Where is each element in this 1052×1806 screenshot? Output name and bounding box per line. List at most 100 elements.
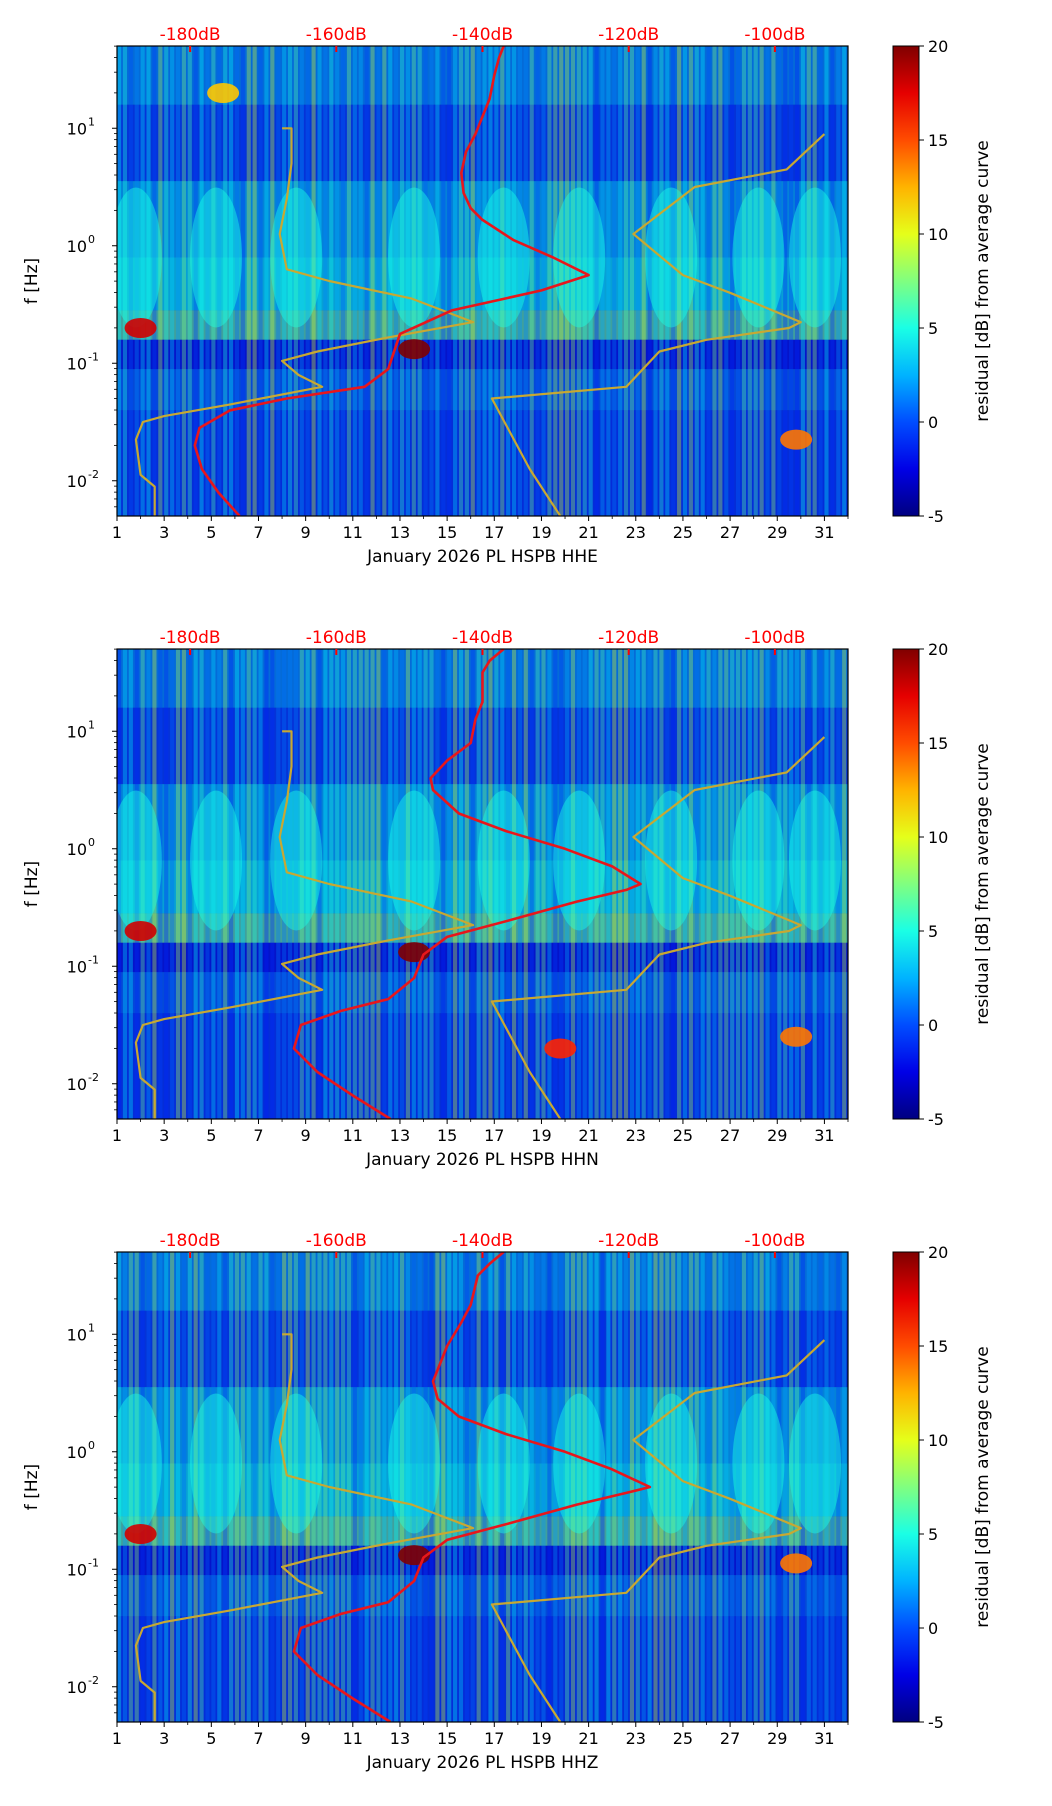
- spectrogram-streak: [570, 649, 576, 1119]
- spectrogram-streak: [240, 1252, 245, 1722]
- spectrogram-streak: [671, 649, 676, 1119]
- spectrogram-streak: [158, 1252, 163, 1722]
- spectrogram-streak: [193, 649, 198, 1119]
- spectrogram-streak: [777, 649, 782, 1119]
- spectrogram-plume: [388, 187, 441, 328]
- plot-area: [117, 46, 848, 516]
- y-tick-label: 10: [67, 472, 87, 491]
- spectrogram-streak: [806, 1252, 811, 1722]
- spectrogram-streak: [753, 46, 758, 516]
- spectrogram-streak: [229, 649, 234, 1119]
- spectrogram-streak: [541, 1252, 546, 1722]
- spectrogram-streak: [405, 649, 410, 1119]
- spectrogram-streak: [411, 46, 416, 516]
- x-tick-label: 19: [531, 523, 551, 542]
- spectrogram-streak: [641, 46, 646, 516]
- top-db-label: -160dB: [306, 628, 367, 648]
- x-axis-label: January 2026 PL HSPB HHZ: [366, 1753, 599, 1773]
- spectrogram-streak: [405, 1252, 410, 1722]
- spectrogram-streak: [429, 1252, 434, 1722]
- spectrogram-streak: [541, 649, 546, 1119]
- spectrogram-streak: [677, 46, 682, 516]
- spectrogram-streak: [394, 1252, 399, 1722]
- spectrogram-streak: [258, 649, 263, 1119]
- spectrogram-plume: [190, 790, 243, 931]
- spectrogram-streak: [388, 1252, 393, 1722]
- spectrogram-streak: [653, 649, 658, 1119]
- spectrogram-streak: [576, 46, 581, 516]
- spectrogram-streak: [464, 1252, 469, 1722]
- x-tick-label: 5: [206, 1729, 216, 1748]
- y-axis-label: f [Hz]: [22, 1464, 42, 1510]
- spectrogram-streak: [364, 46, 369, 516]
- spectrogram-streak: [276, 1252, 281, 1722]
- spectrogram-streak: [759, 649, 764, 1119]
- spectrogram-plume: [553, 187, 606, 328]
- y-axis-label: f [Hz]: [22, 258, 42, 304]
- y-tick-exponent: 1: [88, 718, 95, 731]
- spectrogram-streak: [724, 1252, 729, 1722]
- spectrogram-streak: [812, 649, 817, 1119]
- spectrogram-streak: [264, 1252, 269, 1722]
- spectrogram-streak: [635, 46, 640, 516]
- colorbar-tick-label: 10: [928, 225, 948, 244]
- plot-area: [117, 649, 848, 1119]
- spectrogram-streak: [511, 1252, 517, 1722]
- spectrogram-streak: [187, 649, 192, 1119]
- plot-area: [117, 1252, 848, 1722]
- spectrogram-streak: [753, 649, 758, 1119]
- spectrogram-streak: [464, 46, 469, 516]
- spectrogram-streak: [170, 649, 175, 1119]
- spectrogram-streak: [682, 1252, 688, 1722]
- spectrogram-streak: [842, 46, 847, 516]
- spectrogram-streak: [364, 1252, 369, 1722]
- spectrogram-streak: [570, 1252, 576, 1722]
- spectrogram-streak: [700, 46, 705, 516]
- x-tick-label: 9: [301, 1126, 311, 1145]
- spectrogram-streak: [175, 649, 181, 1119]
- spectrogram-streak: [252, 1252, 257, 1722]
- x-tick-label: 31: [814, 1729, 834, 1748]
- spectrogram-streak: [794, 649, 800, 1119]
- x-tick-label: 11: [343, 1126, 363, 1145]
- spectrogram-streak: [529, 46, 534, 516]
- x-tick-label: 9: [301, 523, 311, 542]
- spectrogram-streak: [317, 1252, 322, 1722]
- spectrogram-plume: [732, 187, 785, 328]
- spectrogram-streak: [565, 649, 570, 1119]
- spectrogram-streak: [606, 1252, 611, 1722]
- spectrogram-streak: [376, 1252, 381, 1722]
- x-tick-label: 15: [437, 1729, 457, 1748]
- y-tick-label: 10: [67, 1678, 87, 1697]
- spectrogram-band: [117, 410, 848, 516]
- spectrogram-streak: [777, 1252, 782, 1722]
- spectrogram-streak: [806, 649, 811, 1119]
- spectrogram-streak: [128, 649, 133, 1119]
- spectrogram-band: [117, 860, 848, 914]
- spectrogram-streak: [735, 649, 741, 1119]
- spectrogram-streak: [824, 1252, 829, 1722]
- spectrogram-band: [117, 707, 848, 785]
- spectrogram-streak: [629, 1252, 635, 1722]
- spectrogram-streak: [789, 649, 794, 1119]
- spectrogram-streak: [175, 1252, 181, 1722]
- y-tick-exponent: 0: [88, 233, 95, 246]
- y-tick-label: 10: [67, 1560, 87, 1579]
- residual-hotspot: [780, 1553, 813, 1574]
- spectrogram-streak: [753, 1252, 758, 1722]
- spectrogram-streak: [211, 1252, 216, 1722]
- spectrogram-streak: [341, 649, 346, 1119]
- spectrogram-streak: [765, 649, 770, 1119]
- top-db-label: -140dB: [452, 628, 513, 648]
- x-tick-label: 17: [484, 1729, 504, 1748]
- spectrogram-streak: [358, 1252, 363, 1722]
- spectrogram-streak: [594, 46, 599, 516]
- y-tick-exponent: 0: [88, 836, 95, 849]
- spectrogram-band: [117, 1310, 848, 1388]
- spectrogram-plume: [388, 790, 441, 931]
- x-tick-label: 27: [720, 1729, 740, 1748]
- spectrogram-streak: [181, 649, 186, 1119]
- y-tick-label: 10: [67, 1325, 87, 1344]
- spectrogram-streak: [500, 46, 505, 516]
- spectrogram-streak: [134, 649, 139, 1119]
